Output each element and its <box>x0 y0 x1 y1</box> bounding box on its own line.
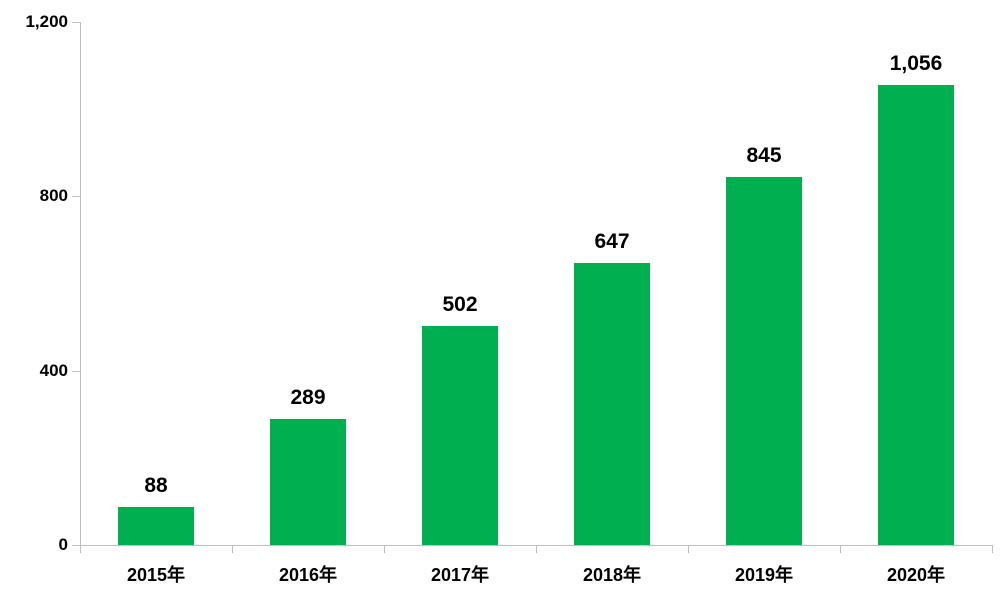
bar-value-label: 647 <box>594 230 630 253</box>
x-axis-tick <box>992 546 993 553</box>
x-axis-tick <box>232 546 233 553</box>
y-axis-tick-label: 800 <box>39 186 68 205</box>
y-axis-line <box>80 22 81 553</box>
x-axis-tick <box>384 546 385 553</box>
bar <box>118 507 194 545</box>
bar <box>726 177 802 545</box>
x-axis-line <box>80 545 993 546</box>
bar-value-label: 1,056 <box>889 52 943 75</box>
bar <box>574 263 650 545</box>
x-axis-tick <box>840 546 841 553</box>
bar-value-label: 845 <box>746 144 782 167</box>
x-axis-category-label: 2016年 <box>278 565 338 585</box>
x-axis-category-label: 2019年 <box>734 565 794 585</box>
x-axis-category-label: 2015年 <box>126 565 186 585</box>
y-axis-tick-label: 1,200 <box>25 12 68 31</box>
y-axis-tick <box>72 545 80 546</box>
y-axis-tick-label: 400 <box>39 361 68 380</box>
y-axis-tick-label: 0 <box>58 535 68 554</box>
bar <box>270 419 346 545</box>
bar <box>422 326 498 545</box>
x-axis-category-label: 2018年 <box>582 565 642 585</box>
bar <box>878 85 954 545</box>
y-axis-tick <box>72 22 80 23</box>
x-axis-category-label: 2017年 <box>430 565 490 585</box>
x-axis-tick <box>80 546 81 553</box>
x-axis-category-label: 2020年 <box>886 565 946 585</box>
y-axis-tick <box>72 371 80 372</box>
x-axis-tick <box>536 546 537 553</box>
y-axis-tick <box>72 196 80 197</box>
bar-value-label: 502 <box>442 293 478 316</box>
bar-value-label: 289 <box>290 386 326 409</box>
x-axis-tick <box>688 546 689 553</box>
bar-value-label: 88 <box>144 474 168 497</box>
